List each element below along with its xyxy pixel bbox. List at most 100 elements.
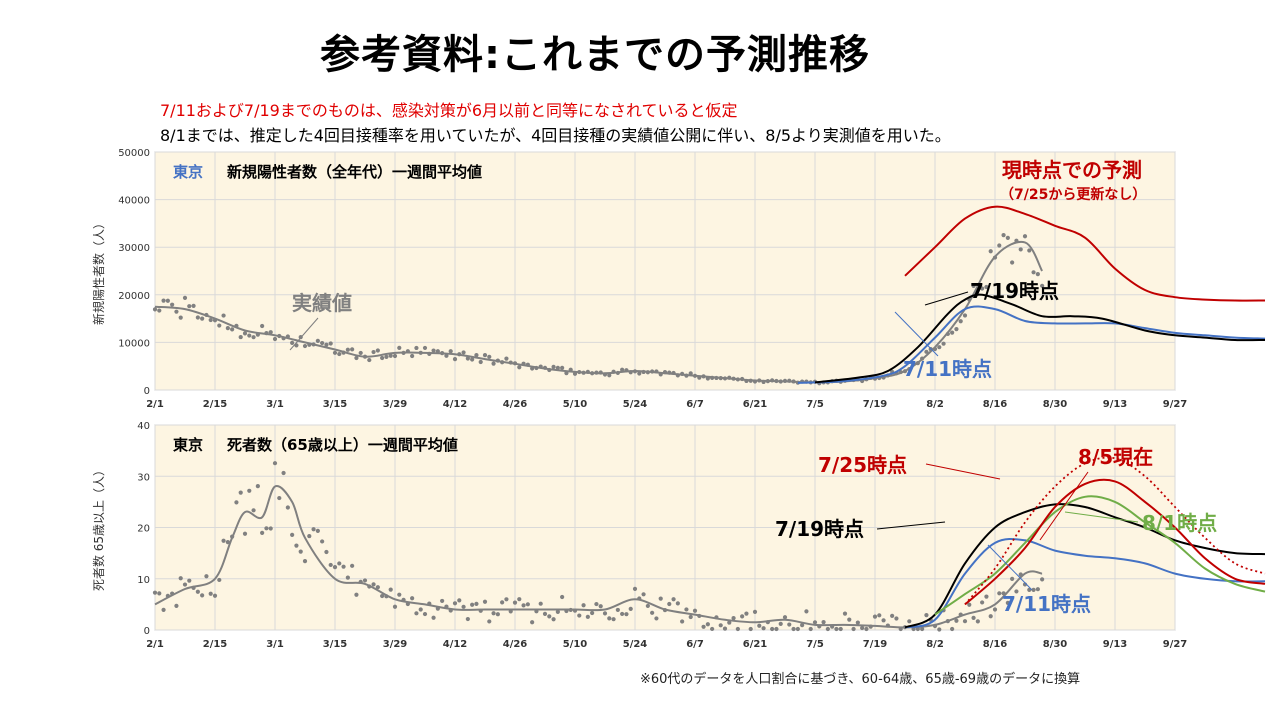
actual-point xyxy=(555,365,560,370)
actual-point xyxy=(658,596,663,601)
actual-point xyxy=(988,614,993,619)
actual-point xyxy=(354,355,359,361)
actual-point xyxy=(555,609,560,614)
actual-point xyxy=(182,582,188,587)
actual-point xyxy=(598,604,603,609)
series-line-forecast_0805 xyxy=(964,478,1266,606)
actual-point xyxy=(444,353,449,358)
actual-point xyxy=(448,349,453,354)
actual-point xyxy=(675,601,680,606)
leader-forecast-0805 xyxy=(1039,471,1089,541)
label-current-forecast-sub: （7/25から更新なし） xyxy=(1000,186,1146,203)
actual-point xyxy=(388,587,393,592)
actual-point xyxy=(864,626,869,632)
actual-point xyxy=(470,602,475,607)
y-tick-label: 30000 xyxy=(118,243,150,254)
x-tick-label: 2/1 xyxy=(146,399,164,410)
actual-point xyxy=(251,335,256,340)
actual-point xyxy=(242,531,248,536)
actual-point xyxy=(997,591,1002,596)
actual-point xyxy=(632,586,638,591)
actual-point xyxy=(684,607,689,612)
actual-point xyxy=(161,607,166,613)
x-tick-label: 5/24 xyxy=(623,639,648,650)
actual-point xyxy=(872,614,878,619)
actual-point xyxy=(962,619,968,624)
actual-point xyxy=(838,626,843,632)
x-tick-label: 8/2 xyxy=(926,399,944,410)
footnote: ※60代のデータを人口割合に基づき、60-64歳、65歳-69歳のデータに換算 xyxy=(640,672,1081,687)
actual-point xyxy=(354,592,359,597)
actual-point xyxy=(517,597,522,602)
actual-point xyxy=(315,338,320,343)
actual-point xyxy=(311,527,316,532)
actual-point xyxy=(667,601,672,607)
actual-point xyxy=(547,614,552,619)
actual-point xyxy=(487,619,492,624)
actual-point xyxy=(1035,587,1040,592)
actual-point xyxy=(328,562,333,568)
actual-point xyxy=(581,603,586,608)
actual-point xyxy=(371,582,376,587)
actual-point xyxy=(225,326,230,331)
actual-point xyxy=(187,304,192,309)
actual-point xyxy=(834,626,839,632)
actual-point xyxy=(461,604,466,609)
actual-point xyxy=(542,611,548,616)
actual-point xyxy=(152,590,158,595)
actual-point xyxy=(770,626,775,632)
leader-actual xyxy=(289,317,319,351)
actual-point xyxy=(345,575,350,580)
actual-point xyxy=(195,589,200,594)
actual-point xyxy=(461,350,466,355)
x-tick-label: 7/19 xyxy=(863,639,888,650)
actual-point xyxy=(260,323,265,329)
actual-point xyxy=(680,619,685,624)
actual-point xyxy=(551,364,556,369)
actual-point xyxy=(821,620,826,625)
actual-point xyxy=(491,611,496,616)
actual-point xyxy=(722,626,728,631)
actual-point xyxy=(247,333,252,338)
actual-point xyxy=(800,623,805,628)
actual-point xyxy=(958,319,963,324)
actual-point xyxy=(594,601,599,607)
x-tick-label: 3/1 xyxy=(266,399,284,410)
x-tick-label: 4/26 xyxy=(503,639,528,650)
label-current-forecast: 現時点での予測 xyxy=(1002,158,1142,182)
actual-point xyxy=(431,615,436,620)
actual-point xyxy=(217,323,222,328)
actual-point xyxy=(332,565,338,570)
actual-point xyxy=(988,249,993,254)
actual-point xyxy=(740,614,745,619)
actual-point xyxy=(212,593,218,598)
actual-point xyxy=(602,611,608,616)
actual-point xyxy=(654,616,659,621)
series-line-forecast_0725 xyxy=(904,205,1266,302)
actual-point xyxy=(967,602,972,607)
x-tick-label: 8/16 xyxy=(983,639,1008,650)
actual-point xyxy=(165,298,170,303)
leader-forecast-0725 xyxy=(925,463,1001,480)
series-line-forecast_0719 xyxy=(814,293,1266,384)
panel-title-prefix: 東京 xyxy=(173,436,203,454)
actual-point xyxy=(294,543,299,548)
actual-point xyxy=(530,620,535,625)
actual-point xyxy=(487,354,492,359)
actual-point xyxy=(504,597,509,602)
actual-point xyxy=(392,604,398,609)
actual-point xyxy=(478,359,483,365)
label-actual: 実績値 xyxy=(292,291,352,315)
y-tick-label: 0 xyxy=(144,386,150,397)
actual-point xyxy=(157,308,162,313)
actual-point xyxy=(452,357,458,362)
actual-point xyxy=(247,488,252,493)
actual-point xyxy=(474,352,479,358)
leader-forecast-0719 xyxy=(924,291,969,306)
y-tick-label: 30 xyxy=(137,472,150,483)
actual-point xyxy=(414,345,419,351)
actual-point xyxy=(470,357,475,362)
actual-point xyxy=(774,626,779,632)
actual-point xyxy=(161,298,166,303)
actual-point xyxy=(761,626,766,631)
